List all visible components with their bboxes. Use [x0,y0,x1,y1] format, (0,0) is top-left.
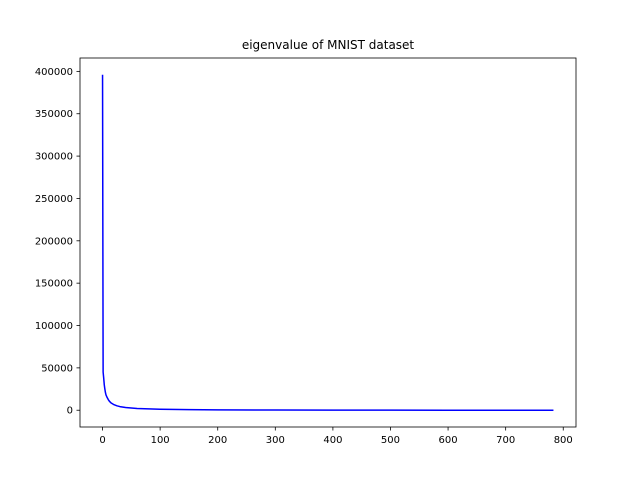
series-line-0 [101,74,554,411]
x-tick-label: 700 [496,435,515,446]
y-tick-label: 350000 [35,109,73,120]
x-tick-label: 600 [439,435,458,446]
y-tick-label: 150000 [35,279,73,290]
x-tick-label: 400 [323,435,342,446]
x-tick-label: 300 [266,435,285,446]
x-tick-label: 500 [381,435,400,446]
y-tick-label: 400000 [35,67,73,78]
chart-title: eigenvalue of MNIST dataset [242,38,415,52]
y-tick-label: 200000 [35,236,73,247]
y-tick-label: 300000 [35,152,73,163]
x-tick-label: 0 [99,435,105,446]
y-tick-label: 0 [67,406,73,417]
y-tick-label: 50000 [41,363,73,374]
y-tick-label: 250000 [35,194,73,205]
x-tick-label: 800 [554,435,573,446]
y-tick-label: 100000 [35,321,73,332]
axes-frame [79,57,577,428]
plot-area: 0 100 200 300 400 500 600 700 800 0 50000 100000 150… [35,57,577,446]
x-tick-label: 100 [151,435,170,446]
x-tick-label: 200 [208,435,227,446]
